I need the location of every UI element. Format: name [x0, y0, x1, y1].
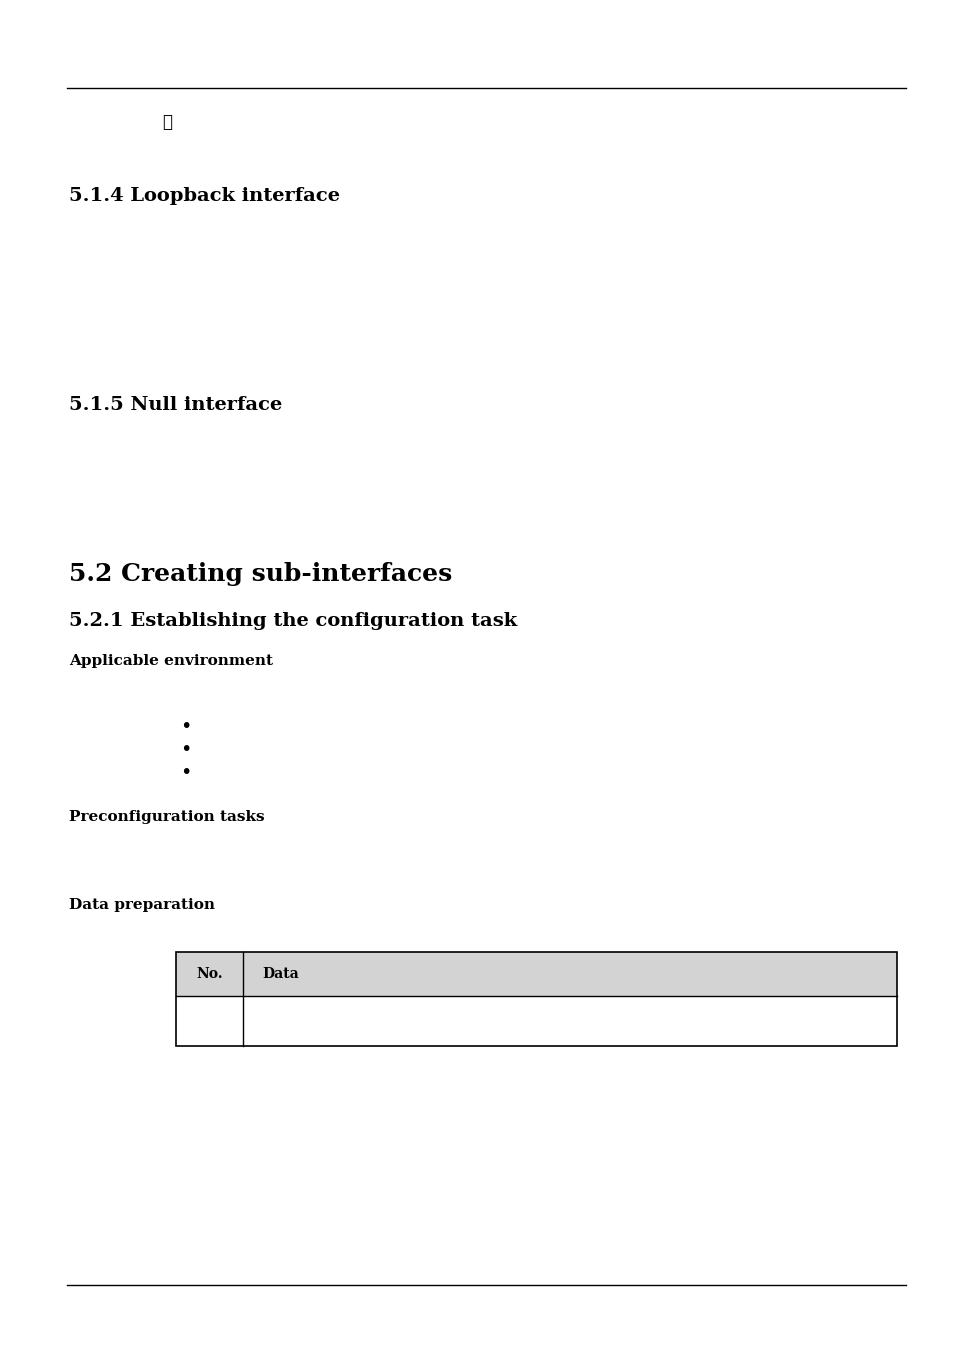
Text: 5.2 Creating sub-interfaces: 5.2 Creating sub-interfaces — [69, 562, 452, 586]
FancyBboxPatch shape — [176, 952, 896, 996]
Text: Applicable environment: Applicable environment — [69, 655, 273, 668]
FancyBboxPatch shape — [176, 996, 896, 1046]
Text: 5.2.1 Establishing the configuration task: 5.2.1 Establishing the configuration tas… — [69, 612, 517, 630]
Text: •: • — [180, 717, 192, 736]
Text: No.: No. — [196, 967, 223, 981]
Text: •: • — [180, 763, 192, 782]
Text: •: • — [180, 740, 192, 759]
Text: 5.1.4 Loopback interface: 5.1.4 Loopback interface — [69, 186, 339, 205]
Text: 📖: 📖 — [162, 112, 172, 131]
Text: Data: Data — [262, 967, 299, 981]
Text: 5.1.5 Null interface: 5.1.5 Null interface — [69, 396, 282, 414]
Text: Preconfiguration tasks: Preconfiguration tasks — [69, 810, 264, 824]
Text: Data preparation: Data preparation — [69, 898, 214, 911]
